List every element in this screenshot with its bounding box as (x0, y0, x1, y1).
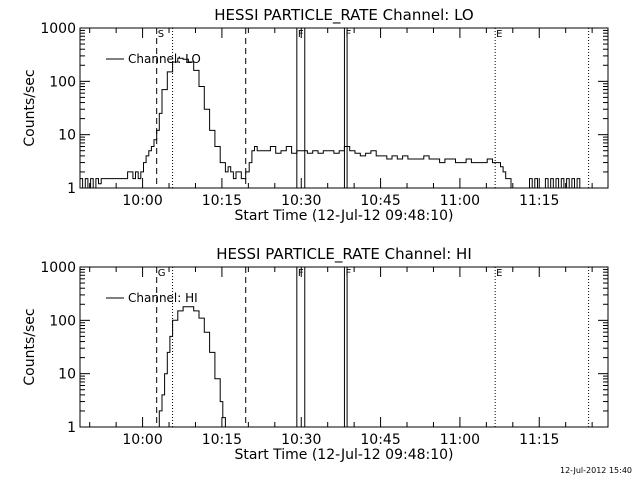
x-tick-label: 10:45 (360, 432, 400, 448)
chart-panel-2: HESSI PARTICLE_RATE Channel: HI 1 10 100 100… (22, 245, 609, 463)
y-tick-label: 1 (67, 420, 76, 436)
x-tick-label: 10:15 (202, 193, 242, 209)
x-tick-label: 11:15 (519, 432, 559, 448)
marker-label: F (298, 29, 304, 40)
x-tick-label: 10:30 (281, 432, 321, 448)
marker-label: S (158, 29, 164, 40)
timestamp: 12-Jul-2012 15:40 (559, 466, 632, 475)
marker-label: F (298, 268, 304, 279)
y-axis-label: Counts/sec (22, 308, 38, 385)
x-tick-label: 11:00 (440, 193, 480, 209)
y-tick-label: 1000 (40, 260, 76, 276)
x-tick-label: 11:00 (440, 432, 480, 448)
x-axis-label: Start Time (12-Jul-12 09:48:10) (234, 447, 453, 463)
series-line (158, 306, 230, 428)
x-tick-label: 10:00 (122, 432, 162, 448)
marker-label: G (158, 268, 166, 279)
y-tick-label: 100 (49, 74, 76, 90)
y-tick-label: 100 (49, 313, 76, 329)
x-tick-label: 10:15 (202, 432, 242, 448)
marker-label: E (496, 268, 502, 279)
chart-title: HESSI PARTICLE_RATE Channel: LO (214, 6, 473, 25)
marker-label: F (345, 29, 351, 40)
chart-title: HESSI PARTICLE_RATE Channel: HI (216, 245, 472, 264)
y-tick-label: 1 (67, 181, 76, 197)
y-tick-label: 1000 (40, 21, 76, 37)
marker-label: F (345, 268, 351, 279)
chart-panel-1: HESSI PARTICLE_RATE Channel: LO 1 10 100 100… (22, 6, 609, 224)
legend-label: Channel: LO (128, 52, 201, 66)
x-tick-label: 10:30 (281, 193, 321, 209)
x-axis-label: Start Time (12-Jul-12 09:48:10) (234, 208, 453, 224)
legend-label: Channel: HI (128, 291, 198, 305)
y-axis-label: Counts/sec (22, 69, 38, 146)
x-tick-label: 10:00 (122, 193, 162, 209)
series-line (79, 57, 584, 189)
y-tick-label: 10 (58, 128, 76, 144)
x-tick-label: 10:45 (360, 193, 400, 209)
marker-label: E (496, 29, 502, 40)
x-tick-label: 11:15 (519, 193, 559, 209)
y-tick-label: 10 (58, 367, 76, 383)
